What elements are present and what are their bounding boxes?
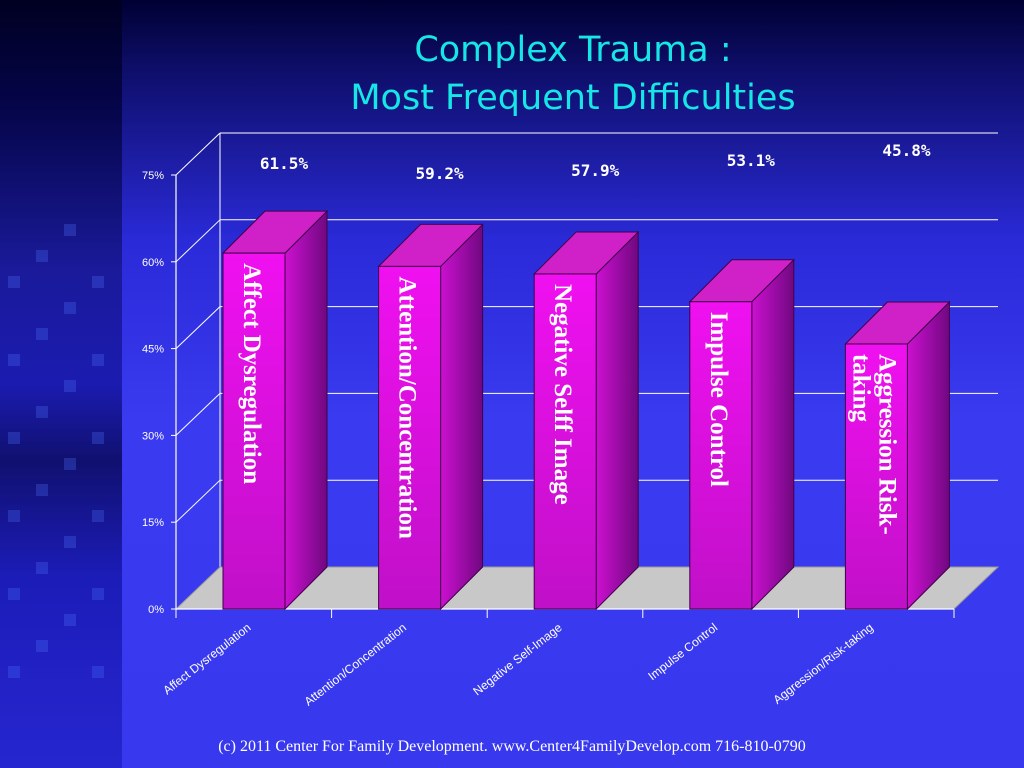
value-label: 53.1% xyxy=(727,151,776,170)
y-tick-label: 15% xyxy=(142,517,164,529)
decorative-square xyxy=(92,354,104,366)
bar-side xyxy=(595,230,639,611)
decorative-square xyxy=(36,640,48,652)
value-label: 61.5% xyxy=(260,154,309,173)
decorative-square xyxy=(8,354,20,366)
decorative-square xyxy=(36,250,48,262)
bar-side xyxy=(751,258,795,611)
gridline-diagonal xyxy=(175,219,221,263)
y-tick-label: 45% xyxy=(142,344,164,356)
slide-title: Complex Trauma : Most Frequent Difficult… xyxy=(122,26,1024,122)
decorative-square xyxy=(64,536,76,548)
bar-side xyxy=(906,300,950,611)
bar xyxy=(533,273,597,610)
y-tick-label: 60% xyxy=(142,257,164,269)
decorative-square xyxy=(36,406,48,418)
decorative-square xyxy=(8,276,20,288)
decorative-square xyxy=(64,380,76,392)
decorative-square xyxy=(36,562,48,574)
bar-side xyxy=(440,223,484,611)
value-label: 59.2% xyxy=(416,164,465,183)
title-line-1: Complex Trauma : xyxy=(414,30,732,70)
decorative-square xyxy=(36,328,48,340)
bar-inside-label: Attention/Concentration xyxy=(394,276,421,539)
decorative-square xyxy=(92,666,104,678)
bar-side xyxy=(284,209,328,611)
x-tick-label: Impulse Control xyxy=(645,620,720,683)
decorative-square xyxy=(8,432,20,444)
bar xyxy=(222,252,286,610)
y-tick-label: 75% xyxy=(142,170,164,182)
decorative-square xyxy=(64,458,76,470)
gridline-diagonal xyxy=(175,132,221,176)
y-tick-label: 30% xyxy=(142,430,164,442)
decorative-square xyxy=(8,588,20,600)
bar xyxy=(689,301,753,610)
decorative-square xyxy=(92,276,104,288)
value-label: 57.9% xyxy=(571,161,620,180)
bar-inside-label: Affect Dysregulation xyxy=(238,263,265,484)
bar-inside-label: Impulse Control xyxy=(705,312,732,487)
bar-inside-label: taking xyxy=(847,354,874,423)
x-tick-label: Negative Self-Image xyxy=(470,620,565,698)
decorative-square xyxy=(8,510,20,522)
value-label: 45.8% xyxy=(882,141,931,160)
decorative-square xyxy=(92,588,104,600)
chart-bars xyxy=(221,209,951,611)
decorative-square xyxy=(92,510,104,522)
x-tick-label: Affect Dysregulation xyxy=(160,620,253,697)
decorative-square xyxy=(8,666,20,678)
bar xyxy=(844,343,908,610)
gridline-diagonal xyxy=(175,306,221,349)
decorative-square xyxy=(36,484,48,496)
footer-copyright: (c) 2011 Center For Family Development. … xyxy=(218,738,806,755)
decorative-square xyxy=(64,224,76,236)
x-tick-label: Attention/Concentration xyxy=(302,620,409,708)
decorative-square xyxy=(64,614,76,626)
bar xyxy=(378,265,442,610)
gridline-diagonal xyxy=(175,479,221,523)
x-tick-label: Aggression/Risk-taking xyxy=(771,620,876,707)
title-line-2: Most Frequent Difficulties xyxy=(350,78,796,118)
bar-inside-label: Negative Selff Image xyxy=(549,284,576,505)
left-decorative-strip xyxy=(0,0,122,768)
bar-inside-label: Aggression Risk- xyxy=(873,354,900,535)
decorative-square xyxy=(64,302,76,314)
y-tick-label: 0% xyxy=(148,604,164,616)
gridline-diagonal xyxy=(175,393,221,436)
decorative-square xyxy=(92,432,104,444)
